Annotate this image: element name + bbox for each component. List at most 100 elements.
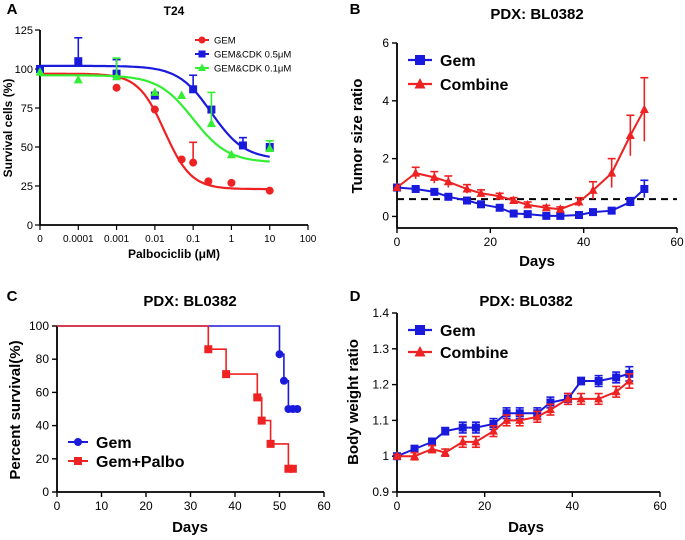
y-tick-label: 0	[382, 209, 389, 223]
panel-label: A	[7, 1, 18, 18]
chart-title: T24	[164, 4, 185, 18]
data-point	[502, 415, 512, 424]
y-tick-label: 25	[21, 181, 33, 193]
x-tick-label: 60	[653, 499, 667, 513]
data-point	[440, 447, 450, 457]
data-point	[73, 74, 83, 84]
panel-c: 0 10 20 30 40 50 60 0 20 40 60 80 100 C PDX: BL0382 Day…	[7, 288, 331, 536]
x-axis-label: Days	[519, 253, 555, 270]
data-point	[411, 184, 420, 193]
legend-label: Combine	[440, 345, 509, 362]
data-point	[577, 377, 586, 386]
data-point	[428, 437, 437, 446]
y-axis-label: Tumor size ratio	[349, 79, 366, 194]
data-point	[489, 419, 498, 428]
legend-marker	[414, 78, 426, 89]
legend-marker	[415, 325, 425, 335]
data-point	[502, 409, 511, 418]
series-line	[396, 109, 646, 211]
x-tick-label: 0.01	[145, 234, 165, 245]
data-point	[555, 204, 565, 213]
y-tick-label: 20	[36, 452, 50, 466]
data-point	[204, 177, 213, 186]
x-tick-label: 0.1	[186, 234, 200, 245]
data-point	[476, 188, 486, 197]
data-point	[253, 393, 262, 402]
x-axis-label: Days	[508, 519, 544, 536]
data-point	[238, 141, 247, 150]
x-tick-label: 10	[95, 499, 109, 513]
data-point	[523, 210, 532, 219]
y-axis-label: Survival cells (%)	[1, 79, 15, 178]
y-tick-label: 1.3	[372, 342, 389, 356]
x-tick-label: 0	[394, 235, 401, 249]
x-tick-label: 50	[273, 499, 287, 513]
data-point	[594, 393, 604, 403]
legend-label: GEM	[214, 36, 236, 47]
data-point	[150, 105, 159, 114]
data-point	[607, 168, 617, 177]
fit-curve-1	[40, 64, 270, 158]
x-tick-label: 40	[577, 235, 591, 249]
data-point	[177, 155, 186, 164]
data-point	[74, 57, 83, 66]
legend-marker	[198, 63, 206, 71]
x-tick-label: 10	[264, 234, 276, 245]
x-tick-label: 20	[478, 499, 492, 513]
legend-label: Gem	[96, 435, 132, 452]
data-point	[546, 398, 555, 407]
panel-a: A T24 0 0.0001 0.001 0.01 0.1 1 10 100 0 25 50 75 100 1…	[1, 1, 317, 261]
data-point	[574, 196, 584, 206]
data-point	[411, 168, 421, 177]
legend-marker	[74, 438, 82, 446]
x-tick-label: 20	[139, 499, 153, 513]
y-tick-label: 60	[36, 385, 50, 399]
data-point	[563, 393, 573, 403]
data-point	[189, 158, 198, 167]
y-axis-label: Body weight ratio	[345, 339, 362, 465]
data-point	[612, 373, 621, 382]
y-tick-label: 75	[21, 103, 33, 115]
legend-marker	[74, 457, 82, 465]
data-point	[515, 409, 524, 418]
data-point	[495, 191, 505, 200]
data-point	[611, 386, 621, 396]
data-point	[204, 345, 213, 354]
y-tick-label: 1	[382, 449, 389, 463]
data-point	[275, 350, 284, 359]
x-tick-label: 0.001	[104, 234, 129, 245]
data-point	[112, 71, 122, 81]
x-tick-label: 100	[300, 234, 317, 245]
data-point	[150, 87, 160, 96]
data-point	[509, 209, 518, 218]
data-point	[410, 451, 420, 460]
data-point	[429, 172, 439, 181]
y-tick-label: 40	[36, 419, 50, 433]
data-point	[293, 405, 302, 413]
data-point	[488, 426, 498, 435]
y-tick-label: 2	[382, 152, 389, 166]
x-tick-label: 60	[317, 499, 331, 513]
x-tick-label: 60	[670, 235, 684, 249]
legend-marker	[414, 346, 426, 357]
data-point	[545, 404, 555, 414]
data-point	[495, 203, 504, 212]
chart-title: PDX: BL0382	[143, 293, 236, 310]
x-tick-label: 0	[37, 234, 43, 245]
data-point	[541, 202, 551, 212]
chart-title: PDX: BL0382	[479, 293, 572, 310]
data-point	[279, 376, 288, 385]
x-tick-label: 0	[394, 499, 401, 513]
data-point	[556, 211, 565, 220]
y-tick-label: 0	[42, 485, 49, 499]
x-axis-label: Days	[172, 519, 208, 536]
x-tick-label: 40	[566, 499, 580, 513]
data-point	[441, 427, 450, 436]
y-tick-label: 125	[15, 25, 33, 37]
panel-label: C	[7, 288, 18, 305]
x-tick-label: 40	[228, 499, 242, 513]
x-tick-label: 0	[54, 499, 61, 513]
chart-title: PDX: BL0382	[490, 6, 583, 23]
panel-label: B	[350, 1, 361, 18]
